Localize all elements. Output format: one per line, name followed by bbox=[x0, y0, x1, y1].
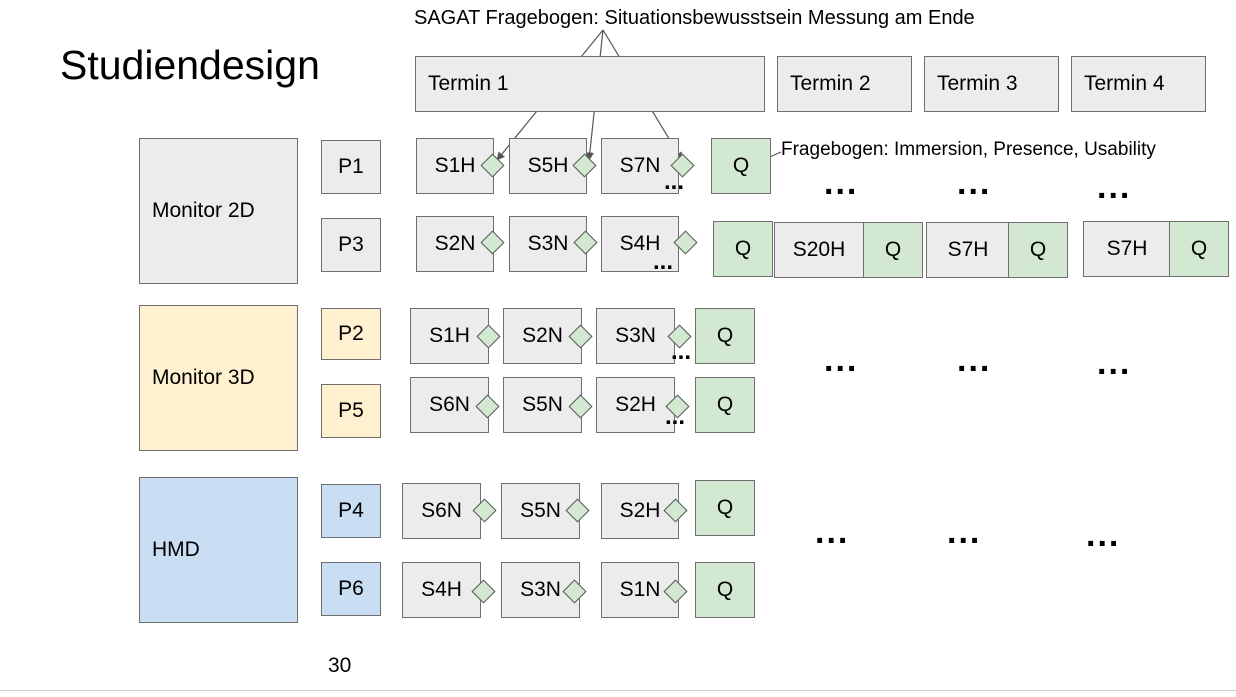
termin-4-header: Termin 4 bbox=[1071, 56, 1206, 112]
ellipsis: ... bbox=[947, 513, 982, 551]
questionnaire-box: Q bbox=[695, 308, 755, 364]
questionnaire-box: Q bbox=[711, 138, 771, 194]
participant-p4: P4 bbox=[321, 484, 381, 538]
ellipsis: ... bbox=[653, 248, 674, 275]
ellipsis: ... bbox=[1086, 516, 1121, 554]
ellipsis: ... bbox=[957, 164, 992, 202]
session-box: S2H bbox=[601, 483, 679, 539]
participant-p3: P3 bbox=[321, 218, 381, 272]
session-box: S6N bbox=[402, 483, 481, 539]
questionnaire-box: Q bbox=[695, 562, 755, 618]
condition-monitor-3d: Monitor 3D bbox=[139, 305, 298, 451]
questionnaire-box: Q bbox=[1169, 221, 1229, 277]
session-box: S7H bbox=[926, 222, 1010, 278]
slide-title: Studiendesign bbox=[60, 42, 320, 88]
ellipsis: ... bbox=[1097, 168, 1132, 206]
ellipsis: ... bbox=[671, 338, 692, 365]
session-box: S20H bbox=[774, 222, 864, 278]
ellipsis: ... bbox=[665, 403, 686, 430]
questionnaire-box: Q bbox=[695, 480, 755, 536]
participant-p6: P6 bbox=[321, 562, 381, 616]
termin-3-header: Termin 3 bbox=[924, 56, 1059, 112]
session-box: S7H bbox=[1083, 221, 1171, 277]
condition-monitor-2d: Monitor 2D bbox=[139, 138, 298, 284]
ellipsis: ... bbox=[824, 341, 859, 379]
participant-p1: P1 bbox=[321, 140, 381, 194]
session-box: S4H bbox=[601, 216, 679, 272]
participant-p2: P2 bbox=[321, 308, 381, 360]
session-box: S3N bbox=[596, 308, 675, 364]
ellipsis: ... bbox=[957, 341, 992, 379]
questionnaire-box: Q bbox=[863, 222, 923, 278]
questionnaire-box: Q bbox=[1008, 222, 1068, 278]
page-number: 30 bbox=[328, 654, 352, 677]
session-box: S1H bbox=[410, 308, 489, 364]
questionnaire-note: Fragebogen: Immersion, Presence, Usabili… bbox=[781, 139, 1156, 160]
ellipsis: ... bbox=[664, 168, 685, 195]
condition-hmd: HMD bbox=[139, 477, 298, 623]
questionnaire-box: Q bbox=[713, 221, 773, 277]
footer-divider bbox=[0, 690, 1236, 691]
session-box: S2H bbox=[596, 377, 675, 433]
ellipsis: ... bbox=[1097, 344, 1132, 382]
ellipsis: ... bbox=[815, 513, 850, 551]
participant-p5: P5 bbox=[321, 384, 381, 438]
session-box: S7N bbox=[601, 138, 679, 194]
session-box: S6N bbox=[410, 377, 489, 433]
termin-2-header: Termin 2 bbox=[777, 56, 912, 112]
session-box: S4H bbox=[402, 562, 481, 618]
ellipsis: ... bbox=[824, 164, 859, 202]
termin-1-header: Termin 1 bbox=[415, 56, 765, 112]
questionnaire-box: Q bbox=[695, 377, 755, 433]
sagat-note: SAGAT Fragebogen: Situationsbewusstsein … bbox=[414, 7, 975, 29]
